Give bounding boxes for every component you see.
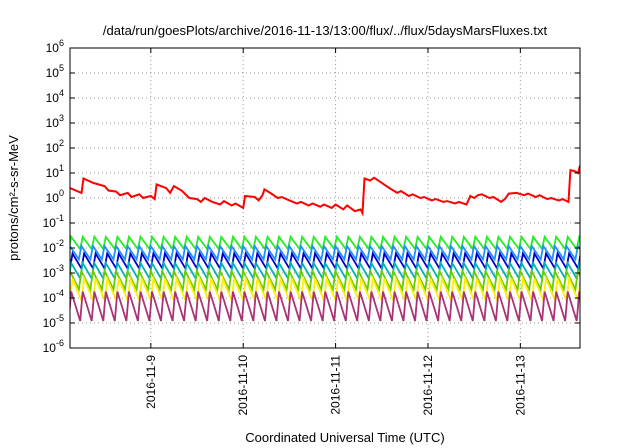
series-line-7 <box>70 291 580 322</box>
x-tick-label: 2016-11-11 <box>329 355 343 415</box>
series-line-6 <box>70 274 580 304</box>
x-tick-label: 2016-11-10 <box>236 355 250 416</box>
y-tick-label: 100 <box>46 188 64 205</box>
series-line-1 <box>70 234 580 252</box>
series-line-0 <box>70 165 580 217</box>
x-tick-label: 2016-11-13 <box>513 355 527 416</box>
series-line-3 <box>70 250 580 272</box>
x-axis-ticks: 2016-11-9 2016-11-10 2016-11-11 2016-11-12 2… <box>144 48 527 416</box>
y-tick-label: 104 <box>46 88 64 105</box>
x-tick-label: 2016-11-9 <box>144 355 158 409</box>
y-tick-label: 10-1 <box>43 213 64 230</box>
series-line-5 <box>70 267 580 293</box>
y-tick-label: 103 <box>46 113 64 130</box>
series-line-4 <box>70 260 580 282</box>
series-line-2 <box>70 243 580 262</box>
y-tick-label: 10-6 <box>43 338 64 355</box>
series-group <box>70 165 580 322</box>
y-tick-label: 10-5 <box>43 313 64 330</box>
y-tick-label: 10-4 <box>43 288 64 305</box>
y-tick-label: 10-3 <box>43 263 64 280</box>
y-tick-label: 101 <box>46 163 64 180</box>
y-tick-label: 102 <box>46 138 64 155</box>
y-axis-label: protons/cm²-s-sr-MeV <box>6 135 21 261</box>
y-tick-label: 106 <box>46 38 64 55</box>
plot-area <box>70 165 580 322</box>
chart-title: /data/run/goesPlots/archive/2016-11-13/1… <box>103 23 548 38</box>
y-tick-label: 105 <box>46 63 64 80</box>
x-tick-label: 2016-11-12 <box>421 355 435 416</box>
x-axis-label: Coordinated Universal Time (UTC) <box>245 430 444 445</box>
y-axis-ticks: 10-6 10-5 10-4 10-3 10-2 10-1 100 101 102 103 104 1… <box>43 38 580 355</box>
y-tick-label: 10-2 <box>43 238 64 255</box>
